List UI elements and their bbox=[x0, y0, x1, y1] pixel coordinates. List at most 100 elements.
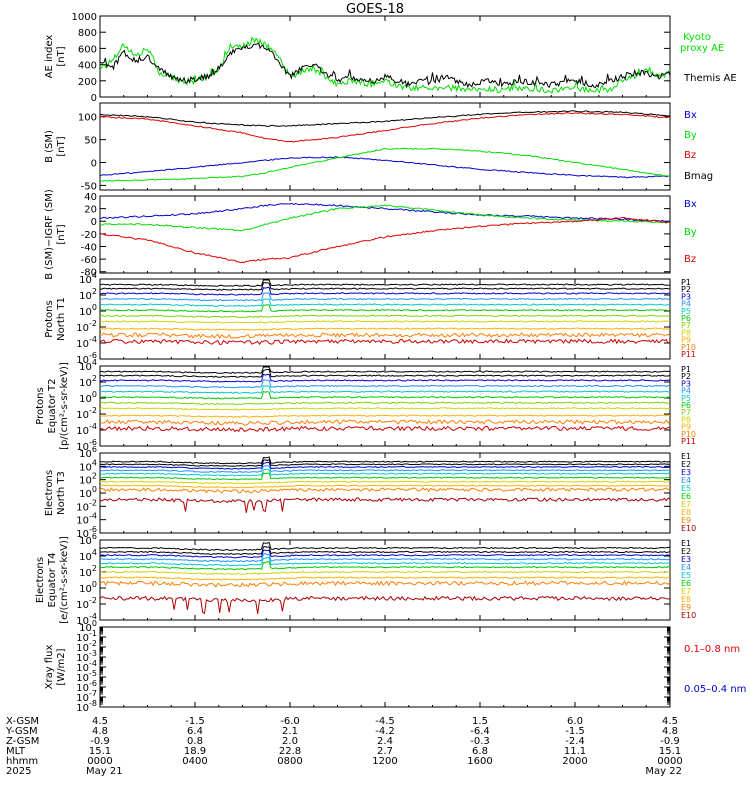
y-tick-label: 20 bbox=[84, 205, 97, 216]
y-tick-label: 102 bbox=[79, 564, 97, 579]
series-line-bx bbox=[99, 202, 670, 223]
x-axis-value: 15.1 bbox=[89, 746, 111, 757]
legend-entry: Themis AE bbox=[683, 73, 737, 84]
legend-entry: E3 bbox=[681, 468, 691, 477]
legend-entry: E1 bbox=[681, 539, 691, 548]
legend-entry: 0.05–0.4 nm bbox=[684, 684, 746, 695]
y-tick-label: 100 bbox=[79, 390, 97, 405]
y-tick-label: 10-6 bbox=[76, 679, 97, 694]
x-axis-value: -0.9 bbox=[90, 736, 110, 747]
y-tick-label: 104 bbox=[79, 458, 97, 473]
legend-entry: P1 bbox=[681, 365, 691, 374]
channel-line-e4 bbox=[99, 465, 671, 474]
legend-entry: P6 bbox=[681, 314, 691, 323]
legend-entry: P10 bbox=[681, 343, 696, 352]
legend-entry: E8 bbox=[681, 508, 691, 517]
y-tick-label: 10-4 bbox=[76, 512, 97, 527]
legend-entry: proxy AE bbox=[680, 43, 724, 54]
legend-entry: E6 bbox=[681, 492, 691, 501]
legend-entry: E5 bbox=[681, 484, 691, 493]
y-axis-label: Protons bbox=[35, 387, 46, 424]
legend-entry: P7 bbox=[681, 408, 691, 417]
legend-entry: P9 bbox=[681, 423, 691, 432]
x-axis-value: 4.5 bbox=[662, 716, 678, 727]
legend-entry: P8 bbox=[681, 328, 691, 337]
y-tick-label: 10-2 bbox=[76, 639, 97, 654]
y-tick-label: 50 bbox=[84, 136, 97, 147]
y-tick-label: 800 bbox=[78, 28, 97, 39]
series-line-kyoto-proxy-ae bbox=[99, 36, 671, 94]
y-axis-label: B (SM) bbox=[44, 130, 55, 163]
channel-line-p3 bbox=[99, 286, 671, 296]
legend-entry: P1 bbox=[681, 278, 691, 287]
x-axis-value: 2.1 bbox=[282, 726, 298, 737]
y-axis-label: [p/(cm²-s-sr-keV)] bbox=[59, 362, 70, 450]
x-axis-value: 6.4 bbox=[187, 726, 203, 737]
y-tick-label: 10-1 bbox=[76, 629, 97, 644]
channel-line-e3 bbox=[99, 549, 671, 559]
series-line-by bbox=[100, 147, 671, 182]
legend-entry: Bx bbox=[684, 199, 697, 210]
legend-entry: P11 bbox=[681, 350, 696, 359]
x-axis-value: -6.0 bbox=[280, 716, 300, 727]
legend-entry: E1 bbox=[681, 452, 691, 461]
series-line-by bbox=[99, 204, 671, 232]
x-axis-value: -1.5 bbox=[565, 726, 585, 737]
y-tick-label: -50 bbox=[81, 181, 97, 192]
channel-line-e2 bbox=[99, 546, 671, 556]
legend-entry: P5 bbox=[681, 394, 691, 403]
x-axis-table: X-GSMY-GSMZ-GSMMLThhmm20254.54.8-0.915.1… bbox=[5, 716, 683, 777]
y-tick-label: 100 bbox=[79, 580, 97, 595]
legend-entry: E7 bbox=[681, 587, 691, 596]
y-tick-label: 100 bbox=[78, 113, 97, 124]
y-axis-label: Equator T2 bbox=[47, 379, 58, 434]
x-axis-value: 2.4 bbox=[377, 736, 393, 747]
y-tick-label: 102 bbox=[79, 374, 97, 389]
legend-entry: E9 bbox=[681, 516, 691, 525]
y-tick-label: 104 bbox=[79, 358, 97, 373]
y-tick-label: 0 bbox=[91, 159, 97, 170]
y-axis-label: Protons bbox=[44, 300, 55, 337]
legend-entry: Bx bbox=[684, 110, 697, 121]
channel-line-e4 bbox=[99, 553, 670, 563]
legend-entry: P4 bbox=[681, 387, 691, 396]
channel-line-p1 bbox=[99, 279, 671, 287]
channel-line-e6 bbox=[99, 561, 671, 571]
legend-entry: E4 bbox=[681, 476, 691, 485]
channel-line-p7 bbox=[99, 401, 671, 406]
y-tick-label: 10-4 bbox=[76, 612, 97, 627]
series-line-bmag bbox=[99, 110, 671, 127]
legend-entry: E6 bbox=[681, 579, 691, 588]
legend-entry: E10 bbox=[681, 524, 696, 533]
y-tick-label: 10-5 bbox=[76, 669, 97, 684]
x-axis-value: 0000 bbox=[87, 756, 112, 767]
x-axis-value: 11.1 bbox=[564, 746, 586, 757]
channel-line-e8 bbox=[99, 576, 671, 581]
y-tick-label: 10-6 bbox=[76, 351, 97, 366]
y-axis-label: North T1 bbox=[56, 297, 67, 341]
legend-entry: P11 bbox=[681, 437, 696, 446]
x-axis-value: 15.1 bbox=[659, 746, 681, 757]
panel-frame bbox=[99, 365, 671, 447]
x-axis-value: 6.0 bbox=[567, 716, 583, 727]
y-tick-label: 1000 bbox=[72, 12, 97, 23]
channel-line-e5 bbox=[99, 557, 671, 567]
y-tick-label: 10-4 bbox=[76, 422, 97, 437]
panel-p_equator: Protons Equator T2 [p/(cm²-s-sr-keV)] 10410… bbox=[35, 358, 696, 453]
legend-entry: By bbox=[684, 227, 697, 238]
legend-entry: Bz bbox=[684, 150, 696, 161]
panel-frame bbox=[99, 278, 671, 360]
panel-xray: Xray flux [W/m2]10010-110-210-310-410-510… bbox=[44, 619, 746, 714]
y-axis-label: [nT] bbox=[56, 46, 67, 66]
channel-line-e1 bbox=[99, 541, 671, 552]
legend-entry: 0.1–0.8 nm bbox=[684, 644, 740, 655]
y-tick-label: 400 bbox=[78, 61, 97, 72]
y-tick-label: 100 bbox=[79, 485, 97, 500]
channel-line-p5 bbox=[99, 298, 671, 307]
legend-entry: E4 bbox=[681, 563, 691, 572]
x-axis-value: 1200 bbox=[372, 756, 397, 767]
y-tick-label: 102 bbox=[79, 287, 97, 302]
y-tick-label: -20 bbox=[81, 230, 97, 241]
y-axis-label: Electrons bbox=[44, 470, 55, 516]
